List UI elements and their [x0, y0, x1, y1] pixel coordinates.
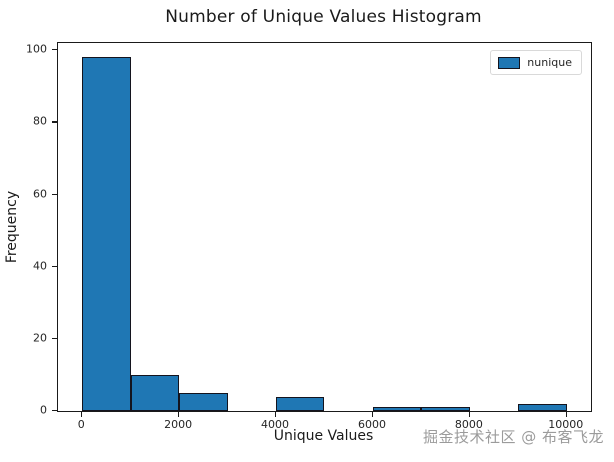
- y-tick-mark: [52, 265, 57, 267]
- x-tick-label: 10000: [548, 418, 584, 431]
- x-tick-label: 4000: [261, 418, 290, 431]
- histogram-bar: [276, 396, 325, 411]
- y-tick-label: 0: [40, 403, 47, 417]
- x-tick-mark: [178, 411, 180, 417]
- x-tick-label: 2000: [164, 418, 193, 431]
- y-tick-label: 60: [33, 187, 47, 201]
- y-tick-label: 40: [33, 259, 47, 273]
- x-tick-mark: [565, 411, 567, 417]
- x-tick-mark: [275, 411, 277, 417]
- x-tick-mark: [371, 411, 374, 417]
- histogram-bar: [130, 374, 180, 411]
- y-tick-label: 20: [33, 331, 47, 345]
- histogram-bar: [179, 392, 228, 411]
- y-tick-label: 80: [33, 114, 47, 128]
- y-tick-mark: [52, 121, 57, 123]
- legend: nunique: [490, 50, 582, 75]
- x-tick-mark: [468, 411, 471, 417]
- y-tick-mark: [52, 193, 57, 195]
- y-tick-mark: [52, 337, 57, 340]
- legend-swatch-nunique: [498, 56, 521, 69]
- histogram-bar: [372, 407, 422, 411]
- x-tick-label: 8000: [454, 418, 483, 431]
- chart-title: Number of Unique Values Histogram: [165, 7, 482, 27]
- x-tick-mark: [81, 411, 83, 417]
- y-tick-label: 100: [26, 42, 47, 56]
- plot-area: nunique: [57, 42, 592, 412]
- x-tick-label: 6000: [357, 418, 386, 431]
- watermark: 掘金技术社区 @ 布客飞龙: [422, 428, 604, 446]
- y-tick-mark: [52, 49, 57, 51]
- histogram-bar: [518, 403, 567, 411]
- x-tick-label: 0: [77, 418, 85, 431]
- histogram-bar: [421, 407, 470, 411]
- y-tick-mark: [52, 410, 57, 412]
- legend-label-nunique: nunique: [527, 56, 572, 69]
- y-axis-label: Frequency: [4, 190, 20, 264]
- histogram-bar: [82, 57, 131, 411]
- x-axis-label: Unique Values: [273, 428, 374, 444]
